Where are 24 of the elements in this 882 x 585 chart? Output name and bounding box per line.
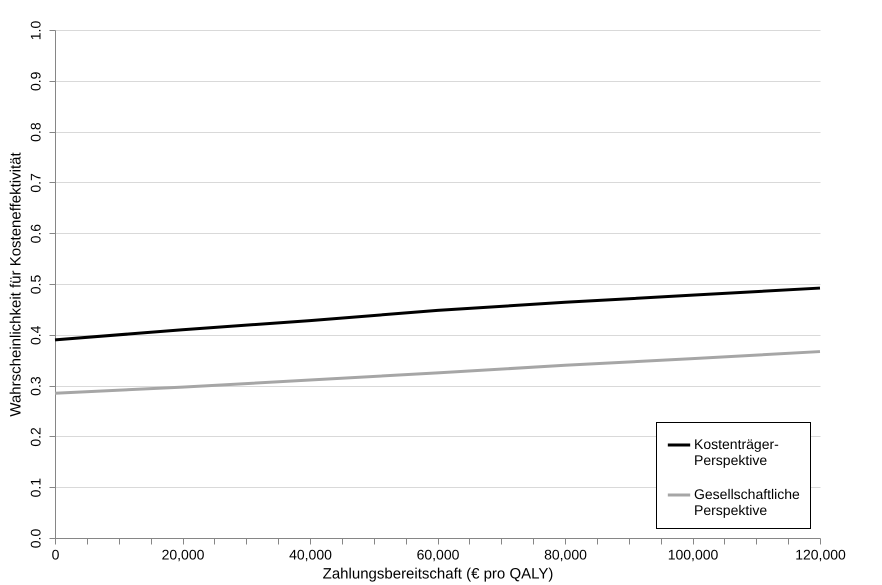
y-tick-label: 0.8 xyxy=(28,122,44,142)
y-tick-label: 0.1 xyxy=(28,478,44,498)
line-series xyxy=(54,286,822,342)
x-axis-title: Zahlungsbereitschaft (€ pro QALY) xyxy=(322,566,554,582)
y-tick-label: 0.6 xyxy=(28,224,44,244)
y-tick-label: 0.7 xyxy=(28,172,44,193)
y-tick-label: 0.2 xyxy=(28,426,44,447)
y-tick-label: 1.0 xyxy=(28,20,44,40)
x-tick-label: 100,000 xyxy=(668,546,719,562)
y-axis-title: Wahrscheinlichkeit für Kosteneffektivität xyxy=(8,152,24,417)
y-tick-label: 0.0 xyxy=(28,528,44,548)
x-tick-label: 60,000 xyxy=(416,546,460,562)
x-tick-label: 120,000 xyxy=(795,546,846,562)
y-tick-label: 0.4 xyxy=(28,325,44,346)
legend-label: Kostenträger-Perspektive xyxy=(694,436,780,468)
y-tick-label: 0.3 xyxy=(28,376,44,396)
x-tick-label: 40,000 xyxy=(289,546,332,562)
x-tick-label: 0 xyxy=(52,546,60,562)
legend-label: Gesellschaftliche Perspektive xyxy=(694,486,800,518)
line-series xyxy=(54,350,822,395)
y-tick-label: 0.9 xyxy=(28,71,44,92)
x-tick-label: 20,000 xyxy=(162,546,205,562)
y-tick-label: 0.5 xyxy=(28,274,44,294)
x-tick-label: 80,000 xyxy=(544,546,588,562)
